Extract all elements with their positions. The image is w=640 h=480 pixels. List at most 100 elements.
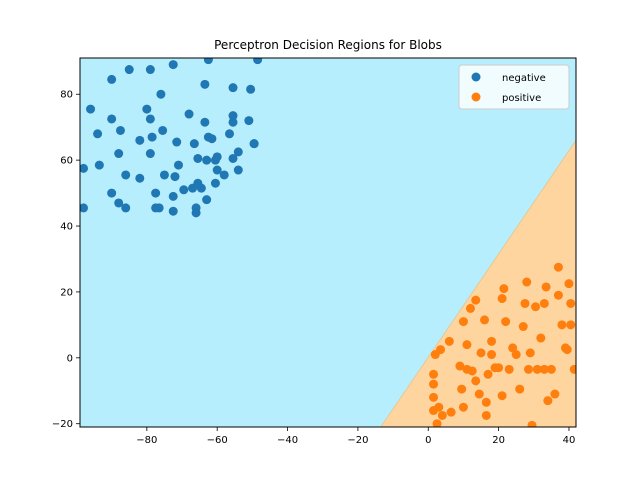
point-negative xyxy=(189,139,199,149)
point-positive xyxy=(480,315,490,325)
point-negative xyxy=(228,153,238,163)
x-tick-label: −60 xyxy=(207,435,228,446)
point-negative xyxy=(200,117,210,127)
point-positive xyxy=(508,343,518,353)
x-tick-label: 0 xyxy=(425,435,431,446)
point-negative xyxy=(191,208,201,218)
point-negative xyxy=(114,198,124,208)
point-positive xyxy=(462,340,472,350)
point-negative xyxy=(228,111,238,121)
point-negative xyxy=(168,60,178,70)
point-positive xyxy=(458,402,468,412)
point-negative xyxy=(107,114,117,124)
point-negative xyxy=(159,170,169,180)
point-positive xyxy=(524,364,534,374)
point-positive xyxy=(562,345,572,355)
point-positive xyxy=(569,364,576,374)
point-negative xyxy=(246,84,256,94)
point-positive xyxy=(536,333,546,343)
point-negative xyxy=(156,89,166,99)
point-positive xyxy=(497,391,507,401)
point-negative xyxy=(244,116,254,126)
point-negative xyxy=(151,188,161,198)
point-negative xyxy=(114,149,124,159)
point-negative xyxy=(233,147,243,157)
chart-title: Perceptron Decision Regions for Blobs xyxy=(214,38,442,52)
point-negative xyxy=(80,203,89,213)
point-negative xyxy=(145,149,155,159)
point-negative xyxy=(207,134,217,144)
point-negative xyxy=(145,114,155,124)
plot-frame xyxy=(79,57,577,428)
point-negative xyxy=(210,178,220,188)
point-negative xyxy=(168,206,178,216)
point-positive xyxy=(539,298,549,308)
point-positive xyxy=(550,389,560,399)
point-negative xyxy=(115,125,125,135)
y-tick-label: 40 xyxy=(60,222,73,233)
point-positive xyxy=(434,402,444,412)
point-positive xyxy=(467,366,477,376)
point-negative xyxy=(147,132,157,142)
point-positive xyxy=(501,317,511,327)
point-positive xyxy=(465,303,475,313)
point-negative xyxy=(212,152,222,162)
point-negative xyxy=(170,172,180,182)
point-positive xyxy=(474,389,484,399)
point-negative xyxy=(107,188,117,198)
point-positive xyxy=(429,369,439,379)
point-positive xyxy=(481,410,491,420)
legend: negative positive xyxy=(458,64,570,110)
point-positive xyxy=(487,350,497,360)
point-negative xyxy=(228,117,238,127)
y-tick-label: −20 xyxy=(52,419,73,430)
point-positive xyxy=(458,317,468,327)
point-positive xyxy=(499,284,509,294)
point-positive xyxy=(504,364,514,374)
point-negative xyxy=(121,170,131,180)
point-negative xyxy=(142,104,152,114)
point-negative xyxy=(253,58,263,65)
point-negative xyxy=(228,83,238,93)
point-positive xyxy=(437,410,447,420)
y-axis: −20 0 20 40 60 80 xyxy=(52,90,80,430)
point-negative xyxy=(202,195,212,205)
point-negative xyxy=(173,160,183,170)
point-positive xyxy=(520,298,530,308)
point-negative xyxy=(93,129,103,139)
point-positive xyxy=(532,364,542,374)
legend-label-negative: negative xyxy=(502,73,546,84)
y-tick-label: 20 xyxy=(60,287,73,298)
point-negative xyxy=(219,170,229,180)
point-positive xyxy=(455,361,465,371)
point-positive xyxy=(553,290,563,300)
point-positive xyxy=(515,384,525,394)
point-negative xyxy=(193,153,203,163)
point-negative xyxy=(202,155,212,165)
point-negative xyxy=(135,173,145,183)
point-positive xyxy=(511,350,521,360)
point-positive xyxy=(543,396,553,406)
x-tick-label: −40 xyxy=(277,435,298,446)
point-positive xyxy=(564,279,574,289)
point-negative xyxy=(135,135,145,145)
point-positive xyxy=(481,397,491,407)
x-tick-label: 40 xyxy=(563,435,576,446)
point-positive xyxy=(539,364,549,374)
point-positive xyxy=(541,282,551,292)
point-negative xyxy=(200,79,210,89)
point-negative xyxy=(184,109,194,119)
point-positive xyxy=(429,392,439,402)
point-positive xyxy=(444,336,454,346)
point-negative xyxy=(107,74,117,84)
x-tick-label: 20 xyxy=(492,435,505,446)
point-negative xyxy=(203,58,213,65)
y-tick-label: 60 xyxy=(60,156,73,167)
point-negative xyxy=(145,65,155,75)
point-negative xyxy=(168,191,178,201)
y-tick-label: 80 xyxy=(60,90,73,101)
x-axis: −80 −60 −40 −20 0 20 40 xyxy=(136,427,575,446)
point-negative xyxy=(172,137,182,147)
legend-marker-negative xyxy=(471,72,481,82)
point-negative xyxy=(121,203,131,213)
